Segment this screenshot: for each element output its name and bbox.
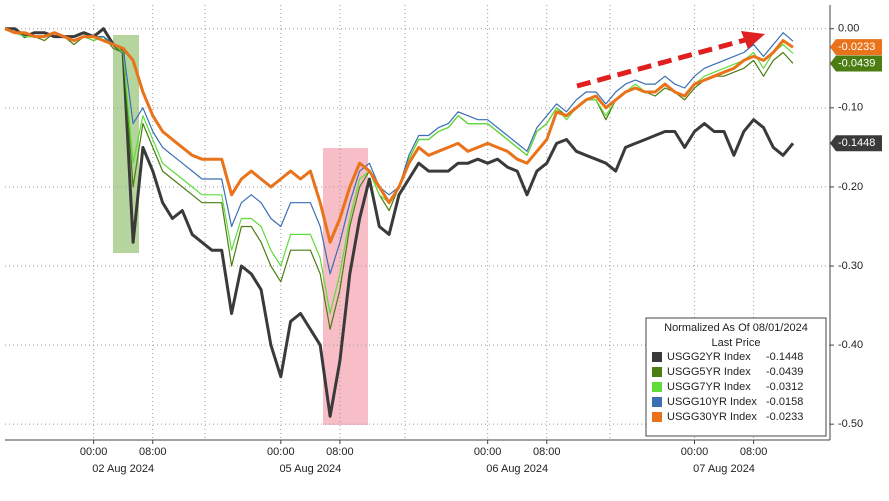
legend-box	[645, 317, 827, 437]
x-tick-label: 00:00	[681, 446, 709, 458]
x-tick-label: 08:00	[740, 446, 768, 458]
price-tag	[830, 39, 882, 56]
y-tick-label: -0.50	[838, 418, 863, 430]
series-line	[5, 27, 795, 418]
price-tag-label: -0.0233	[838, 41, 875, 53]
y-tick-label: -0.20	[838, 181, 863, 193]
legend-label: USGG10YR Index	[667, 396, 757, 408]
trend-arrow	[576, 37, 746, 89]
y-tick-label: -0.40	[838, 339, 863, 351]
legend-swatch	[652, 382, 662, 392]
day-label: 05 Aug 2024	[279, 463, 341, 475]
legend-value: -0.0158	[766, 396, 803, 408]
arrow-head	[741, 31, 765, 49]
legend-value: -0.0233	[766, 411, 803, 423]
legend-value: -0.1448	[766, 351, 803, 363]
legend-swatch	[652, 397, 662, 407]
day-label: 02 Aug 2024	[92, 463, 154, 475]
day-label: 06 Aug 2024	[486, 463, 548, 475]
highlight-box	[323, 148, 368, 425]
legend: Normalized As Of 08/01/2024 Last Price U…	[645, 317, 827, 437]
x-tick-label: 00:00	[80, 446, 108, 458]
price-tag-label: -0.1448	[838, 137, 875, 149]
series-line	[4, 27, 794, 244]
x-tick-label: 00:00	[267, 446, 295, 458]
y-tick-label: 0.00	[838, 23, 859, 35]
legend-label: USGG30YR Index	[667, 411, 757, 423]
plot	[4, 5, 830, 440]
price-tag	[830, 55, 882, 72]
legend-label: USGG5YR Index	[667, 366, 751, 378]
legend-value: -0.0439	[766, 366, 803, 378]
price-tag-label: -0.0439	[838, 57, 875, 69]
legend-value: -0.0312	[766, 381, 803, 393]
y-tick-label: -0.10	[838, 102, 863, 114]
x-tick-label: 08:00	[326, 446, 354, 458]
legend-label: USGG7YR Index	[667, 381, 751, 393]
day-label: 07 Aug 2024	[693, 463, 755, 475]
x-tick-label: 08:00	[533, 446, 561, 458]
y-tick-label: -0.30	[838, 260, 863, 272]
legend-title: Normalized As Of 08/01/2024	[664, 322, 808, 334]
legend-swatch	[652, 367, 662, 377]
legend-swatch	[652, 352, 662, 362]
x-tick-label: 08:00	[139, 446, 167, 458]
price-tag	[830, 135, 882, 152]
x-tick-label: 00:00	[474, 446, 502, 458]
legend-subtitle: Last Price	[712, 337, 761, 349]
legend-swatch	[652, 412, 662, 422]
legend-label: USGG2YR Index	[667, 351, 751, 363]
